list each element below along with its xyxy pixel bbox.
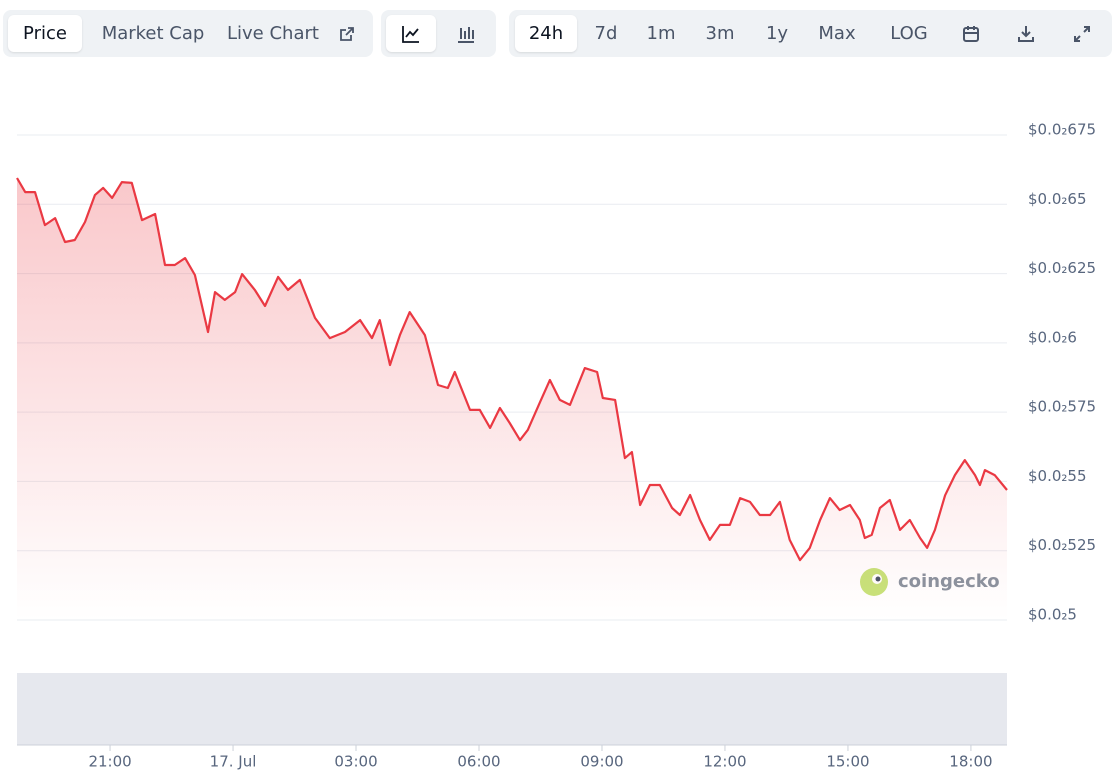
y-tick-label: $0.0₂575: [1028, 398, 1096, 416]
y-tick-label: $0.0₂5: [1028, 606, 1077, 624]
log-button[interactable]: LOG: [890, 23, 928, 44]
volume-area: [17, 673, 1007, 745]
tab-live-chart[interactable]: Live Chart: [227, 23, 319, 44]
y-tick-label: $0.0₂65: [1028, 190, 1087, 208]
calendar-icon[interactable]: [961, 24, 981, 44]
price-line: [16, 177, 1008, 562]
y-tick-label: $0.0₂6: [1028, 328, 1077, 346]
range-button[interactable]: 1m: [646, 23, 676, 44]
range-button[interactable]: 1y: [765, 23, 789, 44]
x-tick-label: 17. Jul: [210, 753, 257, 771]
range-button[interactable]: Max: [818, 23, 856, 44]
range-button[interactable]: 3m: [705, 23, 735, 44]
x-tick-label: 12:00: [703, 753, 746, 771]
x-tick-label: 21:00: [88, 753, 131, 771]
download-icon[interactable]: [1016, 24, 1036, 44]
tab-market-cap[interactable]: Market Cap: [101, 23, 205, 44]
x-tick-label: 03:00: [334, 753, 377, 771]
y-tick-label: $0.0₂625: [1028, 259, 1096, 277]
x-tick-label: 06:00: [457, 753, 500, 771]
x-tick-label: 15:00: [826, 753, 869, 771]
y-tick-label: $0.0₂525: [1028, 536, 1096, 554]
price-area: [17, 178, 1007, 620]
y-tick-label: $0.0₂55: [1028, 467, 1087, 485]
chart-type-group: [381, 10, 496, 57]
range-button[interactable]: 7d: [594, 23, 618, 44]
x-tick-label: 09:00: [580, 753, 623, 771]
range-group: 24h 7d 1m 3m 1y Max LOG: [509, 10, 1112, 57]
tab-group: Price Market Cap Live Chart: [3, 10, 373, 57]
tab-price[interactable]: Price: [8, 15, 82, 52]
external-icon: [340, 27, 354, 41]
x-tick-label: 18:00: [949, 753, 992, 771]
range-button[interactable]: 24h: [515, 15, 577, 52]
y-tick-label: $0.0₂675: [1028, 121, 1096, 139]
line-chart-button[interactable]: [386, 15, 436, 52]
candle-chart-button[interactable]: [441, 15, 491, 52]
expand-icon[interactable]: [1072, 24, 1092, 44]
